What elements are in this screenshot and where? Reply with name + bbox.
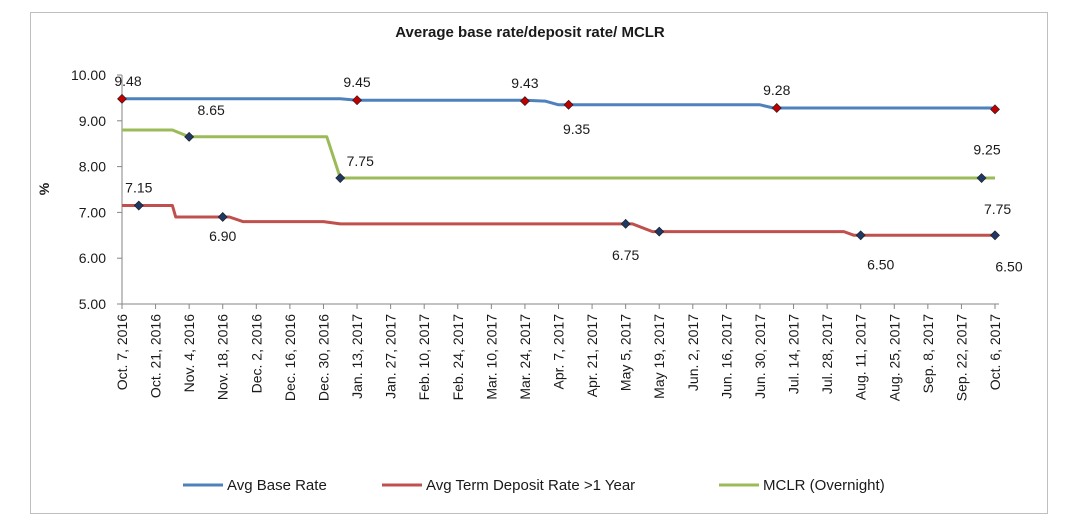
chart-frame: Average base rate/deposit rate/ MCLR % 5… — [30, 12, 1048, 514]
x-tick-label: Jul. 14, 2017 — [786, 314, 802, 394]
y-axis-label: % — [36, 182, 52, 195]
series-marker — [117, 93, 127, 104]
data-label: 6.75 — [612, 247, 639, 263]
legend-label: Avg Term Deposit Rate >1 Year — [426, 477, 635, 494]
y-tick-label: 6.00 — [79, 250, 106, 266]
series-marker — [620, 218, 631, 229]
y-tick-label: 5.00 — [79, 296, 106, 312]
x-tick-label: Jan. 27, 2017 — [383, 314, 399, 399]
x-tick-label: Sep. 22, 2017 — [953, 314, 969, 401]
y-tick-label: 10.00 — [71, 67, 106, 83]
x-tick-label: Aug. 25, 2017 — [886, 314, 902, 401]
series-layer — [117, 93, 1000, 241]
series-marker — [990, 104, 1000, 115]
y-tick-label: 7.00 — [79, 204, 106, 220]
legend: Avg Base Rate Avg Term Deposit Rate >1 Ye… — [183, 477, 885, 494]
x-tick-label: Dec. 2, 2016 — [248, 314, 264, 394]
x-tick-label: Nov. 18, 2016 — [215, 314, 231, 400]
data-label: 7.15 — [125, 180, 152, 196]
x-tick-label: Mar. 24, 2017 — [517, 314, 533, 400]
data-label: 9.45 — [343, 74, 370, 90]
x-tick-label: Feb. 24, 2017 — [450, 314, 466, 401]
data-label: 9.48 — [114, 73, 141, 89]
series-line — [122, 128, 995, 180]
y-tick-label: 9.00 — [79, 113, 106, 129]
data-label: 9.43 — [511, 75, 538, 91]
x-tick-label: Jul. 28, 2017 — [819, 314, 835, 394]
y-tick-label: 8.00 — [79, 159, 106, 175]
x-tick-label: Aug. 11, 2017 — [853, 314, 869, 400]
legend-label: Avg Base Rate — [227, 477, 327, 494]
x-tick-label: Dec. 16, 2016 — [282, 314, 298, 401]
series-marker — [654, 226, 665, 237]
x-tick-label: Oct. 21, 2016 — [148, 314, 164, 398]
x-tick-label: Jun. 2, 2017 — [685, 314, 701, 391]
x-tick-label: Apr. 21, 2017 — [584, 314, 600, 398]
x-tick-label: Sep. 8, 2017 — [920, 314, 936, 394]
x-tick-label: Apr. 7, 2017 — [551, 314, 567, 390]
data-label: 8.65 — [198, 102, 225, 118]
series-marker — [563, 99, 574, 110]
data-label: 9.35 — [563, 121, 590, 137]
x-tick-label: Feb. 10, 2017 — [416, 314, 432, 401]
series-marker — [771, 103, 782, 113]
series-marker — [976, 173, 987, 183]
series-marker — [184, 131, 195, 142]
series-line — [122, 97, 997, 110]
x-tick-label: May 5, 2017 — [618, 314, 634, 391]
series-marker — [217, 212, 228, 222]
chart-title: Average base rate/deposit rate/ MCLR — [395, 24, 665, 41]
series-marker — [855, 230, 866, 241]
series-marker — [990, 230, 1000, 241]
data-label: 6.50 — [995, 258, 1022, 274]
x-tick-label: Jun. 16, 2017 — [718, 314, 734, 399]
data-label: 7.75 — [347, 153, 374, 169]
series-marker — [352, 95, 362, 106]
x-tick-label: Jan. 13, 2017 — [349, 314, 365, 399]
x-tick-label: Mar. 10, 2017 — [483, 314, 499, 400]
data-label: 7.75 — [984, 201, 1011, 217]
series-marker — [133, 200, 144, 211]
series-line — [122, 204, 995, 237]
x-tick-label: Oct. 7, 2016 — [114, 314, 130, 390]
data-label: 6.50 — [867, 256, 894, 272]
data-label: 9.25 — [973, 141, 1000, 157]
legend-label: MCLR (Overnight) — [763, 477, 885, 494]
line-chart: Average base rate/deposit rate/ MCLR % 5… — [36, 24, 1023, 494]
x-tick-label: May 19, 2017 — [651, 314, 667, 399]
data-labels: 9.48 9.45 9.43 9.35 9.28 9.25 7.15 6.90 6.75 6.50… — [114, 73, 1022, 274]
series-marker — [335, 173, 346, 183]
data-label: 9.28 — [763, 82, 790, 98]
x-tick-label: Dec. 30, 2016 — [315, 314, 331, 401]
axes: 5.00 6.00 7.00 8.00 9.00 10.00 Oct. 7, 2016 Oct… — [71, 67, 1003, 401]
series-marker — [519, 96, 530, 107]
x-tick-label: Oct. 6, 2017 — [987, 314, 1003, 390]
x-tick-label: Jun. 30, 2017 — [752, 314, 768, 399]
x-tick-label: Nov. 4, 2016 — [181, 314, 197, 393]
data-label: 6.90 — [209, 228, 236, 244]
